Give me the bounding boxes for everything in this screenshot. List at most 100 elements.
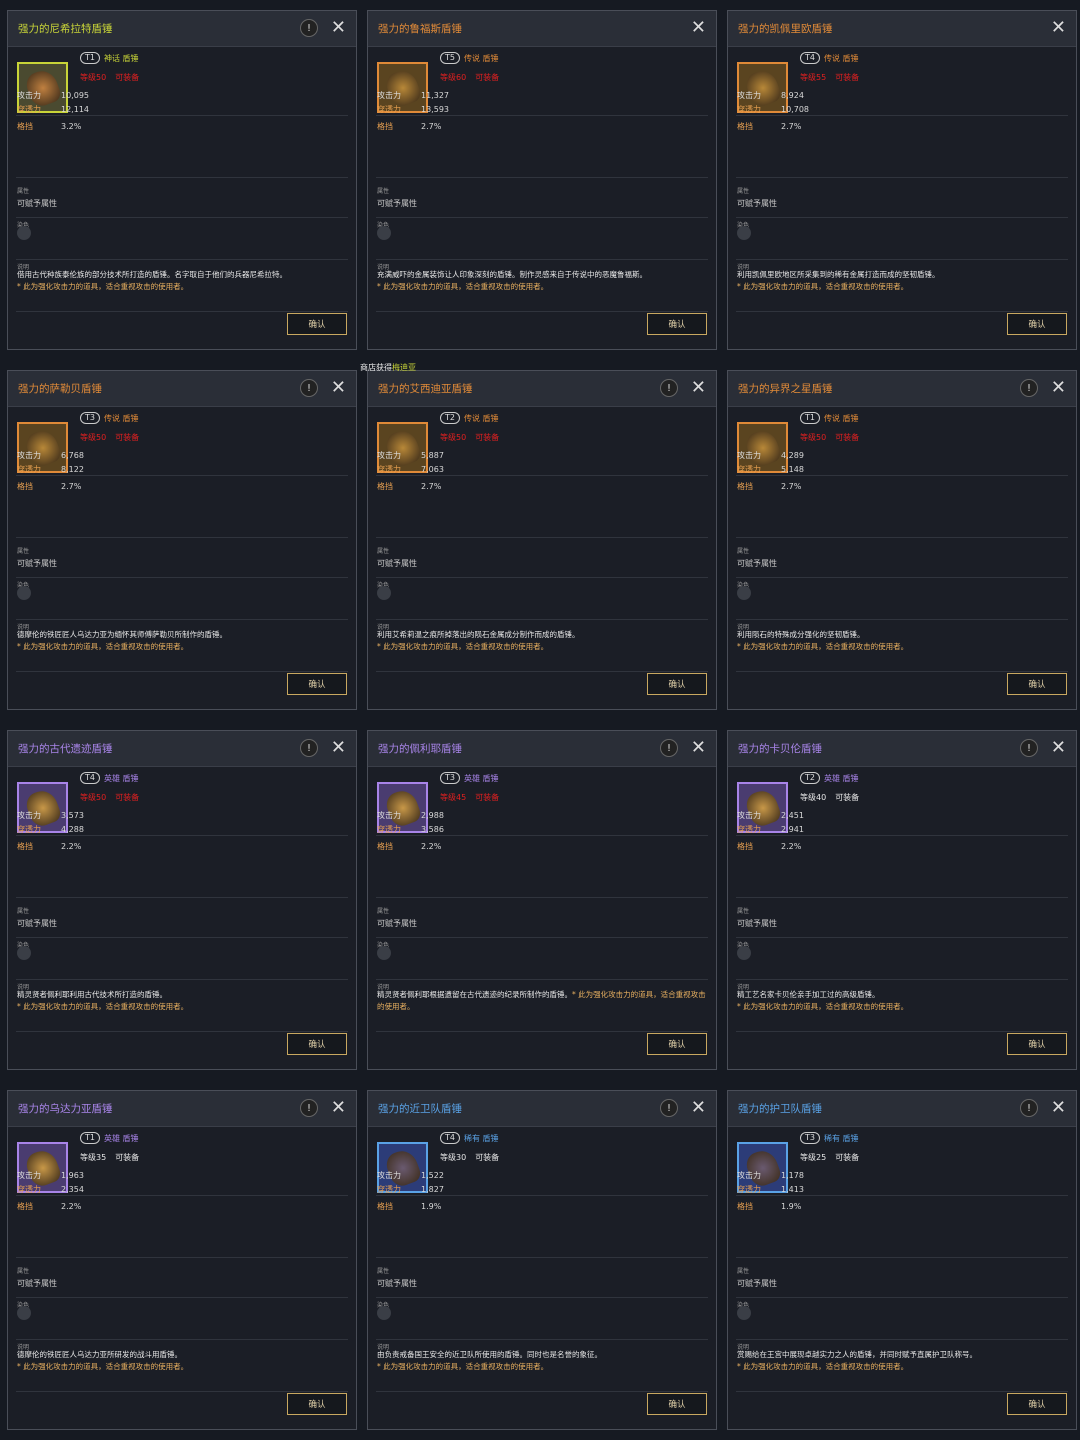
stat-label: 穿透力	[17, 825, 41, 834]
attr-value: 可赋予属性	[737, 1279, 777, 1288]
description-note: * 此为强化攻击力的道具，适合重视攻击的使用者。	[737, 1362, 909, 1371]
confirm-button[interactable]: 确认	[287, 673, 347, 695]
dye-slot[interactable]	[377, 586, 391, 600]
stat-label: 穿透力	[17, 465, 41, 474]
close-icon[interactable]: ✕	[1050, 17, 1066, 38]
close-icon[interactable]: ✕	[1050, 737, 1066, 758]
item-description: 精工艺名家卡贝伦亲手加工过的高级盾锤。 * 此为强化攻击力的道具，适合重视攻击的使…	[737, 989, 1067, 1013]
description-text: 充满威吓的金属装饰让人印象深刻的盾锤。制作灵感来自于传说中的恶魔鲁福斯。	[377, 270, 647, 279]
pin-icon[interactable]: !	[300, 379, 318, 397]
level-requirement: 等级40	[800, 793, 827, 802]
dye-header: 染色	[737, 1300, 749, 1309]
desc-header: 说明	[737, 624, 750, 631]
stat-label: 穿透力	[377, 105, 401, 114]
stat-label: 攻击力	[737, 1171, 761, 1180]
confirm-button[interactable]: 确认	[647, 1033, 707, 1055]
stat-label: 格挡	[17, 122, 33, 131]
confirm-button[interactable]: 确认	[287, 313, 347, 335]
block-value: 2.7%	[781, 482, 802, 491]
rarity-label: 英雄 盾锤	[103, 773, 139, 783]
item-tooltip-card: 强力的尼希拉特盾锤 ! ✕ T1 神话 盾锤 等级50 可装备 攻击力 10,095 …	[7, 10, 357, 350]
dye-slot[interactable]	[377, 946, 391, 960]
attack-value: 1,178	[781, 1171, 804, 1180]
item-image	[377, 782, 428, 833]
dye-header: 染色	[377, 580, 389, 589]
confirm-button[interactable]: 确认	[647, 673, 707, 695]
close-icon[interactable]: ✕	[1050, 377, 1066, 398]
stat-label: 攻击力	[737, 811, 761, 820]
dye-header: 染色	[377, 220, 389, 229]
confirm-button[interactable]: 确认	[1007, 1393, 1067, 1415]
confirm-button[interactable]: 确认	[1007, 313, 1067, 335]
stat-label: 穿透力	[737, 465, 761, 474]
pin-icon[interactable]: !	[1020, 739, 1038, 757]
close-icon[interactable]: ✕	[330, 377, 346, 398]
dye-slot[interactable]	[737, 1306, 751, 1320]
attack-value: 8,924	[781, 91, 804, 100]
pin-icon[interactable]: !	[660, 379, 678, 397]
dye-slot[interactable]	[17, 226, 31, 240]
close-icon[interactable]: ✕	[690, 1097, 706, 1118]
confirm-button[interactable]: 确认	[647, 1393, 707, 1415]
dye-slot[interactable]	[17, 946, 31, 960]
description-note: * 此为强化攻击力的道具，适合重视攻击的使用者。	[17, 642, 189, 651]
pin-icon[interactable]: !	[300, 19, 318, 37]
confirm-button[interactable]: 确认	[1007, 673, 1067, 695]
attr-header: 属性	[737, 188, 750, 195]
tier-badge: T4	[80, 772, 100, 784]
stat-label: 穿透力	[737, 825, 761, 834]
attr-value: 可赋予属性	[17, 919, 57, 928]
close-icon[interactable]: ✕	[690, 17, 706, 38]
stat-label: 穿透力	[377, 1185, 401, 1194]
item-image	[737, 62, 788, 113]
stat-label: 攻击力	[377, 1171, 401, 1180]
stats: 攻击力 1,963 穿透力 2,354 格挡 2.2%	[17, 1169, 84, 1214]
item-tooltip-card: 强力的佩利耶盾锤 ! ✕ T3 英雄 盾锤 等级45 可装备 攻击力 2,988 穿透…	[367, 730, 717, 1070]
description-text: 精工艺名家卡贝伦亲手加工过的高级盾锤。	[737, 990, 880, 999]
equip-status: 可装备	[115, 1153, 140, 1162]
dye-slot[interactable]	[737, 946, 751, 960]
dye-slot[interactable]	[377, 226, 391, 240]
confirm-button[interactable]: 确认	[287, 1393, 347, 1415]
card-header: 强力的近卫队盾锤 ! ✕	[368, 1091, 716, 1127]
confirm-button[interactable]: 确认	[287, 1033, 347, 1055]
pin-icon[interactable]: !	[1020, 379, 1038, 397]
dye-slot[interactable]	[377, 1306, 391, 1320]
block-value: 2.7%	[781, 122, 802, 131]
pin-icon[interactable]: !	[660, 1099, 678, 1117]
close-icon[interactable]: ✕	[1050, 1097, 1066, 1118]
description-text: 利用陨石的特殊成分强化的坚韧盾锤。	[737, 630, 865, 639]
card-header: 强力的古代遗迹盾锤 ! ✕	[8, 731, 356, 767]
close-icon[interactable]: ✕	[330, 737, 346, 758]
pin-icon[interactable]: !	[1020, 1099, 1038, 1117]
close-icon[interactable]: ✕	[330, 1097, 346, 1118]
dye-slot[interactable]	[17, 586, 31, 600]
dye-slot[interactable]	[737, 226, 751, 240]
penetration-value: 12,114	[61, 105, 89, 114]
attack-value: 11,327	[421, 91, 449, 100]
desc-header: 说明	[17, 1344, 30, 1351]
item-description: 利用艾希莉温之痕所掉落出的陨石金属成分制作而成的盾锤。 * 此为强化攻击力的道具，…	[377, 629, 707, 653]
equip-status: 可装备	[115, 793, 140, 802]
description-text: 利用艾希莉温之痕所掉落出的陨石金属成分制作而成的盾锤。	[377, 630, 580, 639]
penetration-value: 8,122	[61, 465, 84, 474]
pin-icon[interactable]: !	[300, 739, 318, 757]
dye-slot[interactable]	[17, 1306, 31, 1320]
penetration-value: 4,288	[61, 825, 84, 834]
confirm-button[interactable]: 确认	[1007, 1033, 1067, 1055]
rarity-label: 稀有 盾锤	[463, 1133, 499, 1143]
stat-label: 格挡	[377, 842, 393, 851]
dye-slot[interactable]	[737, 586, 751, 600]
confirm-button[interactable]: 确认	[647, 313, 707, 335]
pin-icon[interactable]: !	[660, 739, 678, 757]
close-icon[interactable]: ✕	[690, 737, 706, 758]
close-icon[interactable]: ✕	[330, 17, 346, 38]
stat-label: 攻击力	[17, 451, 41, 460]
pin-icon[interactable]: !	[300, 1099, 318, 1117]
stats: 攻击力 1,178 穿透力 1,413 格挡 1.9%	[737, 1169, 804, 1214]
level-requirement: 等级50	[80, 433, 107, 442]
close-icon[interactable]: ✕	[690, 377, 706, 398]
tier-badge: T1	[80, 52, 100, 64]
block-value: 1.9%	[781, 1202, 802, 1211]
tier-badge: T1	[800, 412, 820, 424]
